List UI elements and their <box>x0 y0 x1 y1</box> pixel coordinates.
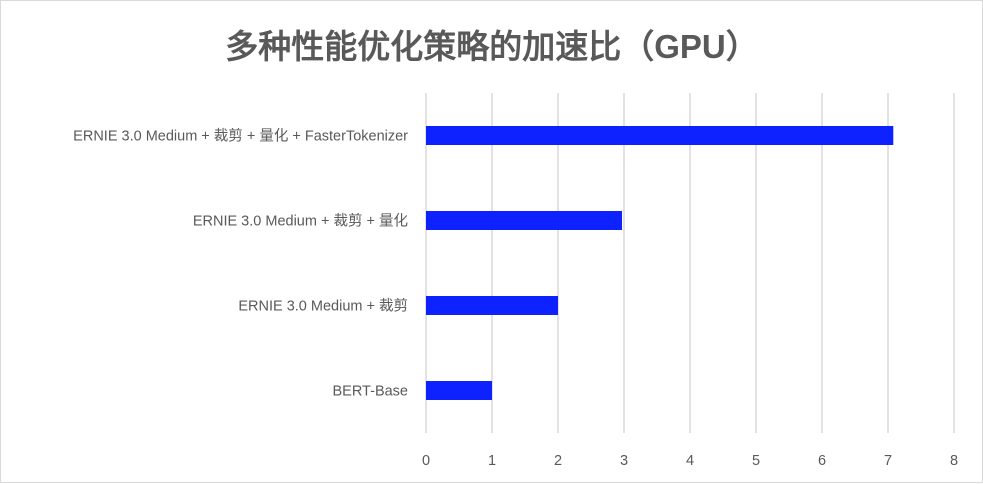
x-tick-label: 0 <box>422 453 430 469</box>
bar <box>426 126 894 145</box>
category-label: ERNIE 3.0 Medium + 裁剪 <box>238 297 408 315</box>
category-label: ERNIE 3.0 Medium + 裁剪 + 量化 + FasterToken… <box>73 127 408 145</box>
x-tick-label: 2 <box>554 453 562 469</box>
bar <box>426 211 623 230</box>
bar <box>426 381 492 400</box>
x-tick-label: 4 <box>686 453 694 469</box>
x-tick-label: 8 <box>950 453 958 469</box>
x-tick-label: 5 <box>752 453 760 469</box>
chart-title: 多种性能优化策略的加速比（GPU） <box>225 28 759 65</box>
x-tick-label: 1 <box>488 453 496 469</box>
x-tick-label: 3 <box>620 453 628 469</box>
x-tick-label: 7 <box>884 453 892 469</box>
category-label: ERNIE 3.0 Medium + 裁剪 + 量化 <box>193 212 408 230</box>
x-tick-label: 6 <box>818 453 826 469</box>
category-label: BERT-Base <box>333 384 409 400</box>
bar <box>426 296 558 315</box>
